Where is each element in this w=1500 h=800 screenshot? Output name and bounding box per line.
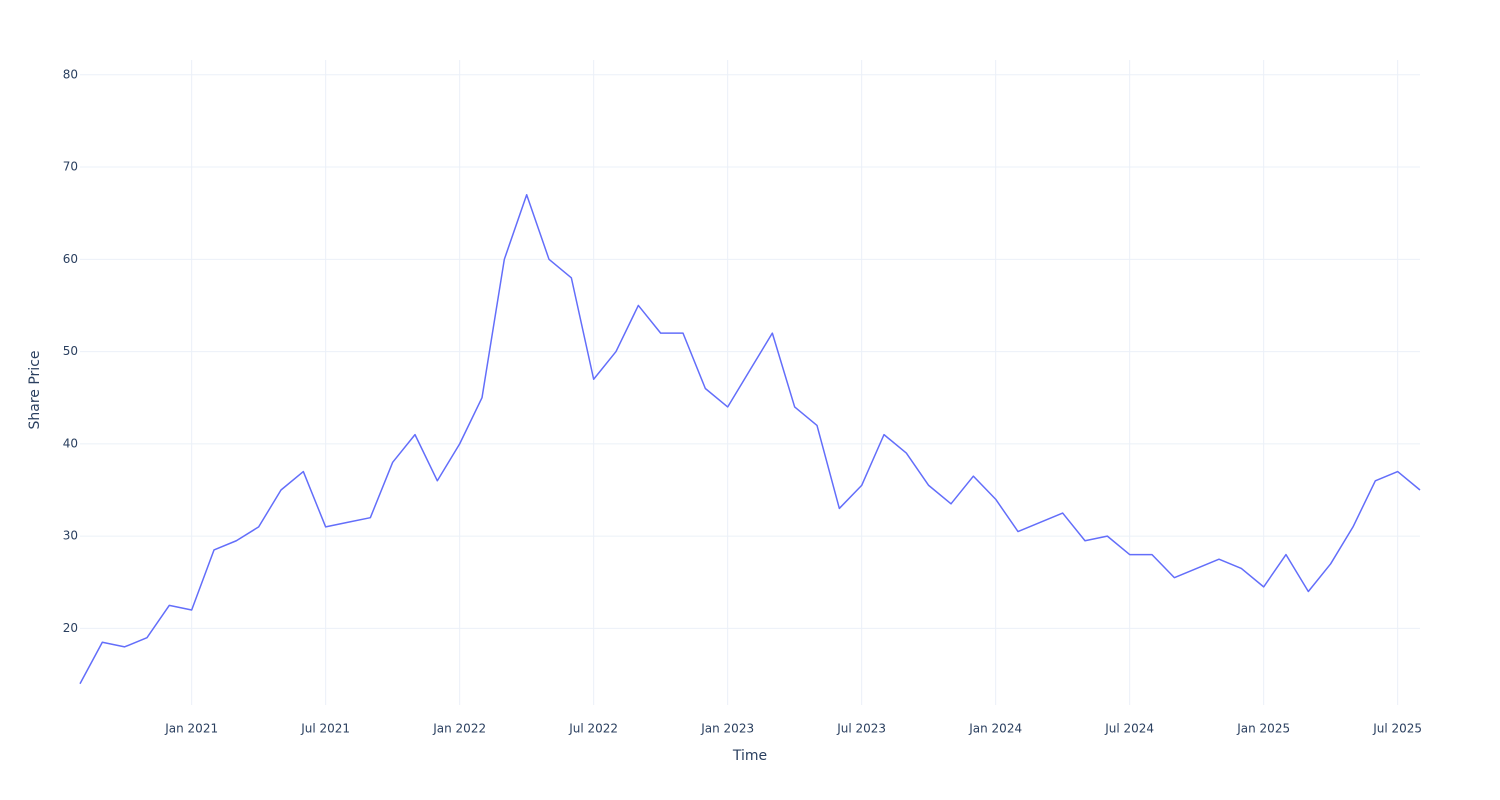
price-line	[79, 193, 1421, 685]
x-tick-label: Jul 2023	[836, 722, 886, 736]
x-tick-label: Jan 2025	[1236, 722, 1290, 736]
y-tick-label: 50	[63, 344, 78, 358]
x-axis-title: Time	[732, 748, 767, 764]
x-tick-label: Jan 2021	[164, 722, 218, 736]
x-tick-label: Jul 2024	[1104, 722, 1154, 736]
y-axis-title: Share Price	[27, 350, 43, 429]
y-tick-label: 20	[63, 621, 78, 635]
y-tick-label: 80	[63, 67, 78, 81]
y-tick-label: 40	[63, 436, 78, 450]
y-tick-label: 30	[63, 529, 78, 543]
x-tick-label: Jul 2021	[300, 722, 350, 736]
y-tick-label: 70	[63, 160, 78, 174]
x-tick-label: Jul 2025	[1372, 722, 1422, 736]
y-tick-label: 60	[63, 252, 78, 266]
x-tick-label: Jan 2023	[700, 722, 754, 736]
x-tick-label: Jan 2022	[432, 722, 486, 736]
x-tick-label: Jan 2024	[968, 722, 1022, 736]
x-tick-label: Jul 2022	[568, 722, 618, 736]
